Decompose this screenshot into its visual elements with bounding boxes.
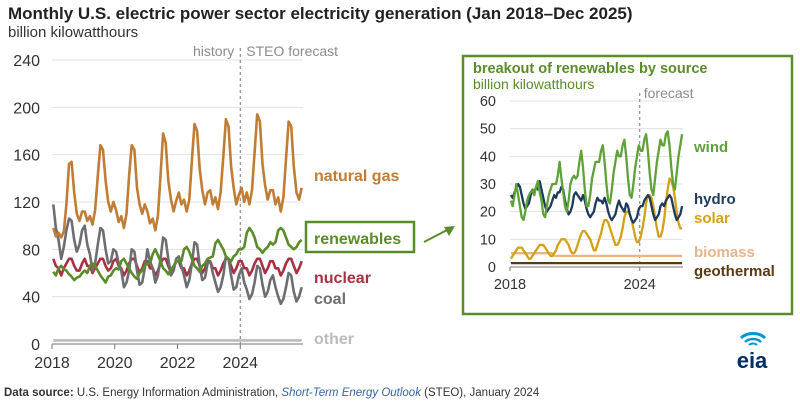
history-label: history <box>193 43 234 59</box>
inset-series-label-solar: solar <box>694 210 730 227</box>
source-text-1: U.S. Energy Information Administration, <box>73 387 282 399</box>
series-label-natural-gas: natural gas <box>314 168 399 185</box>
inset-y-tick-label: 30 <box>480 177 496 193</box>
y-tick-label: 160 <box>13 148 40 165</box>
inset-y-tick-label: 60 <box>480 94 496 110</box>
series-label-other: other <box>314 331 354 348</box>
main-chart: 0 40 80 120 160 200 240 2018 2020 2022 2024 history… <box>13 43 455 372</box>
inset-series-line-biomass <box>510 252 683 258</box>
eia-logo-text: eia <box>737 348 768 373</box>
inset-x-tick-label: 2018 <box>494 277 526 293</box>
y-tick-label: 120 <box>13 195 40 212</box>
inset-y-tick-label: 50 <box>480 122 496 138</box>
source-link[interactable]: Short-Term Energy Outlook <box>281 387 421 399</box>
inset-series-label-biomass: biomass <box>694 244 755 261</box>
series-line-renewables <box>52 226 303 284</box>
series-label-nuclear: nuclear <box>314 270 371 287</box>
inset-series-label-hydro: hydro <box>694 191 736 208</box>
inset-chart: breakout of renewables by sourcebillion … <box>461 54 794 316</box>
inset-title: breakout of renewables by source <box>473 61 708 77</box>
callout-arrowhead <box>444 226 455 236</box>
eia-logo: eia <box>727 328 777 378</box>
inset-y-tick-label: 20 <box>480 205 496 221</box>
inset-forecast-label: forecast <box>644 85 694 101</box>
chart-subtitle: billion kilowatthours <box>8 24 139 41</box>
inset-ylabel: billion kilowatthours <box>473 76 594 92</box>
source-label: Data source: <box>4 387 74 399</box>
chart-title: Monthly U.S. electric power sector elect… <box>8 4 633 23</box>
source-text-2: (STEO), January 2024 <box>420 387 540 399</box>
series-label-renewables: renewables <box>314 231 401 248</box>
source-note: Data source: U.S. Energy Information Adm… <box>4 387 539 399</box>
inset-y-tick-label: 0 <box>488 260 496 276</box>
y-tick-label: 200 <box>13 100 40 117</box>
series-label-coal: coal <box>314 291 346 308</box>
x-tick-label: 2022 <box>160 355 196 372</box>
inset-series-label-geothermal: geothermal <box>694 263 775 280</box>
y-tick-label: 40 <box>22 290 40 307</box>
inset-y-tick-label: 40 <box>480 149 496 165</box>
x-tick-label: 2024 <box>222 355 258 372</box>
y-tick-label: 80 <box>22 242 40 259</box>
eia-logo-graphic: eia <box>737 332 768 373</box>
inset-series-label-wind: wind <box>693 139 728 156</box>
y-tick-label: 0 <box>31 337 40 354</box>
inset-series-line-hydro <box>509 180 684 224</box>
inset-series-line-wind <box>509 130 684 222</box>
x-tick-label: 2018 <box>34 355 70 372</box>
forecast-label: STEO forecast <box>246 43 338 59</box>
inset-series-line-solar <box>509 177 683 260</box>
x-tick-label: 2020 <box>97 355 133 372</box>
y-tick-label: 240 <box>13 53 40 70</box>
series-line-natural-gas <box>52 113 303 239</box>
renewables-label-box <box>304 220 416 254</box>
inset-y-tick-label: 10 <box>480 232 496 248</box>
inset-x-tick-label: 2024 <box>624 277 656 293</box>
